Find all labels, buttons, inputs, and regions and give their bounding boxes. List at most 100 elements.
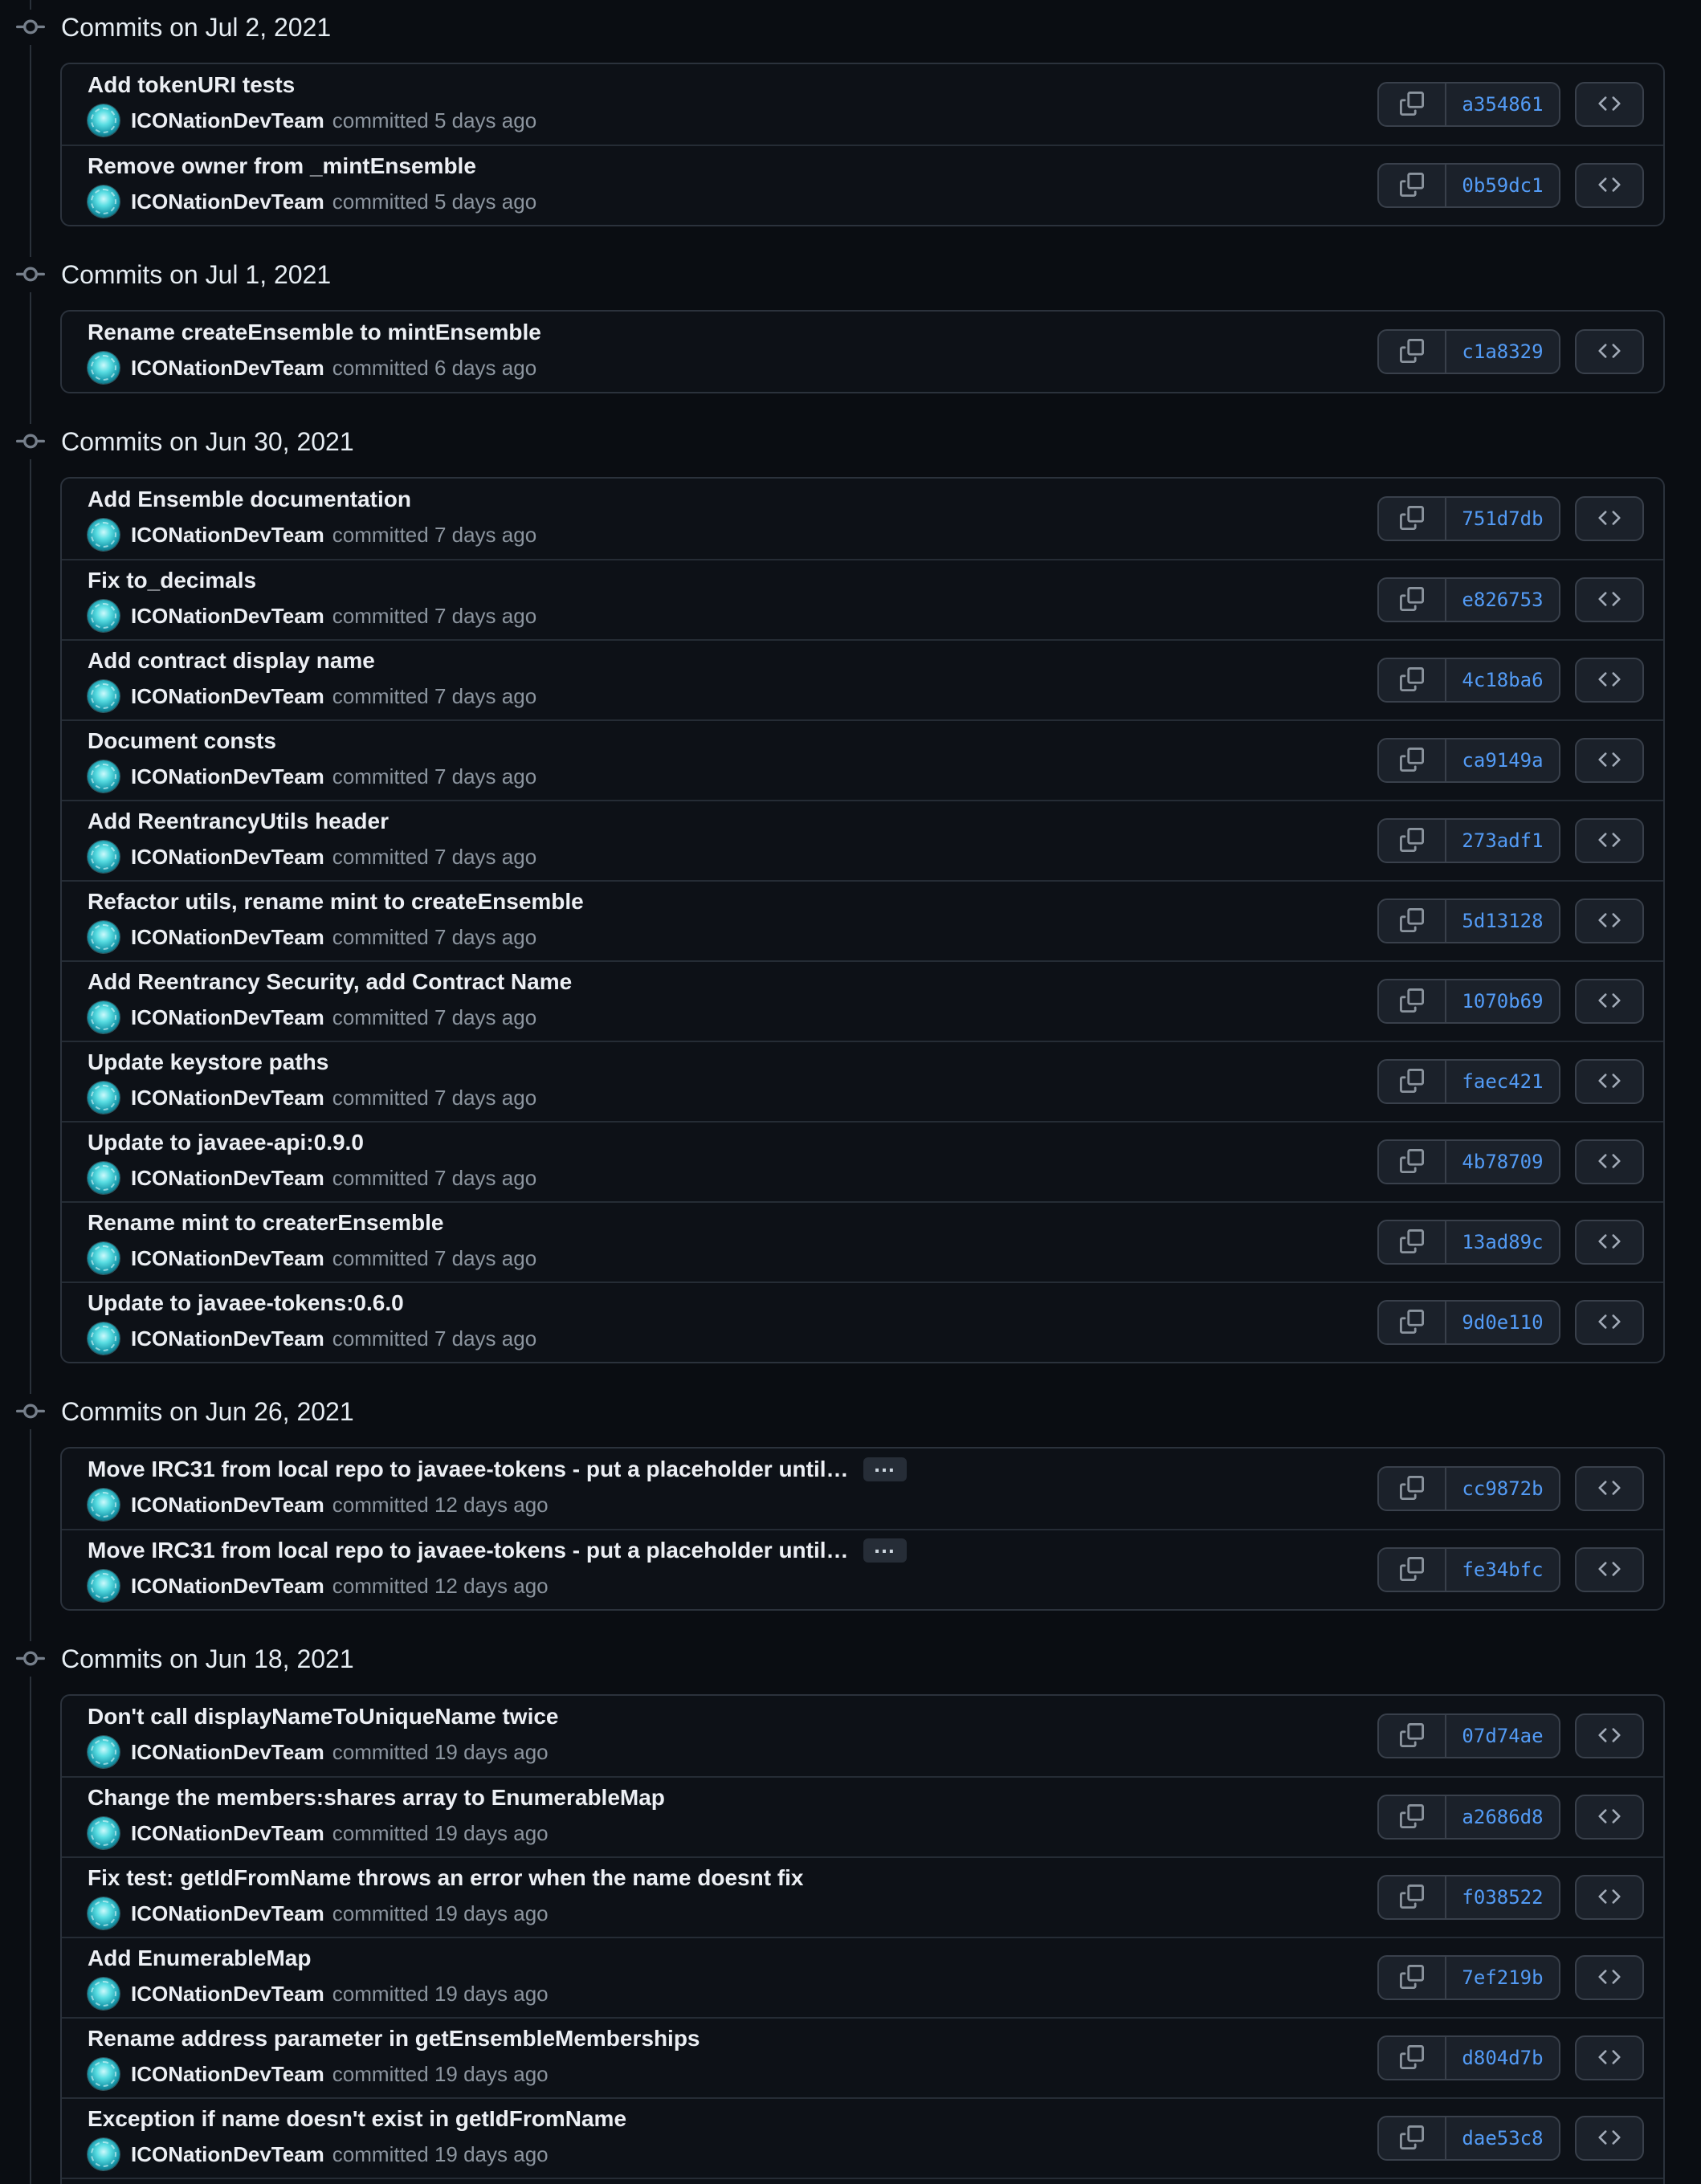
- commit-sha-link[interactable]: a354861: [1462, 93, 1544, 116]
- author-avatar[interactable]: [88, 921, 120, 953]
- commit-sha-link[interactable]: 1070b69: [1462, 990, 1544, 1013]
- commit-sha-link[interactable]: 4c18ba6: [1462, 669, 1544, 691]
- copy-sha-button[interactable]: [1379, 1715, 1446, 1757]
- commit-sha-link[interactable]: 13ad89c: [1462, 1231, 1544, 1253]
- browse-code-button[interactable]: [1575, 1139, 1644, 1184]
- commit-sha-link[interactable]: 5d13128: [1462, 910, 1544, 932]
- commit-sha-link[interactable]: faec421: [1462, 1070, 1544, 1093]
- author-avatar[interactable]: [88, 1001, 120, 1033]
- commit-author[interactable]: ICONationDevTeam: [131, 603, 324, 628]
- copy-sha-button[interactable]: [1379, 1876, 1446, 1918]
- commit-message-expander-button[interactable]: …: [863, 1453, 907, 1481]
- commit-sha-link[interactable]: 07d74ae: [1462, 1725, 1544, 1747]
- commit-title-link[interactable]: Add Reentrancy Security, add Contract Na…: [88, 969, 573, 994]
- commit-title-link[interactable]: Add EnumerableMap: [88, 1946, 312, 1970]
- browse-code-button[interactable]: [1575, 163, 1644, 208]
- browse-code-button[interactable]: [1575, 818, 1644, 863]
- author-avatar[interactable]: [88, 1817, 120, 1849]
- author-avatar[interactable]: [88, 760, 120, 793]
- copy-sha-button[interactable]: [1379, 579, 1446, 621]
- browse-code-button[interactable]: [1575, 1466, 1644, 1511]
- copy-sha-button[interactable]: [1379, 2037, 1446, 2079]
- commit-title-link[interactable]: Remove owner from _mintEnsemble: [88, 153, 476, 178]
- browse-code-button[interactable]: [1575, 1713, 1644, 1758]
- commit-title-link[interactable]: Update keystore paths: [88, 1049, 329, 1074]
- browse-code-button[interactable]: [1575, 496, 1644, 541]
- commit-sha-link[interactable]: f038522: [1462, 1886, 1544, 1909]
- copy-sha-button[interactable]: [1379, 820, 1446, 862]
- author-avatar[interactable]: [88, 519, 120, 551]
- commit-sha-link[interactable]: ca9149a: [1462, 749, 1544, 772]
- author-avatar[interactable]: [88, 1322, 120, 1355]
- commit-author[interactable]: ICONationDevTeam: [131, 189, 324, 214]
- browse-code-button[interactable]: [1575, 1955, 1644, 2000]
- commit-title-link[interactable]: Document consts: [88, 728, 276, 753]
- author-avatar[interactable]: [88, 2138, 120, 2170]
- author-avatar[interactable]: [88, 352, 120, 384]
- commit-title-link[interactable]: Rename mint to createrEnsemble: [88, 1210, 444, 1235]
- commit-sha-link[interactable]: a2686d8: [1462, 1806, 1544, 1828]
- commit-title-link[interactable]: Refactor utils, rename mint to createEns…: [88, 889, 584, 914]
- copy-sha-button[interactable]: [1379, 1796, 1446, 1838]
- browse-code-button[interactable]: [1575, 979, 1644, 1024]
- browse-code-button[interactable]: [1575, 1795, 1644, 1840]
- copy-sha-button[interactable]: [1379, 331, 1446, 373]
- commit-author[interactable]: ICONationDevTeam: [131, 1739, 324, 1764]
- commit-author[interactable]: ICONationDevTeam: [131, 2061, 324, 2086]
- commit-sha-link[interactable]: c1a8329: [1462, 340, 1544, 363]
- commit-author[interactable]: ICONationDevTeam: [131, 683, 324, 708]
- commit-author[interactable]: ICONationDevTeam: [131, 355, 324, 380]
- commit-sha-link[interactable]: fe34bfc: [1462, 1559, 1544, 1581]
- copy-sha-button[interactable]: [1379, 2117, 1446, 2159]
- author-avatar[interactable]: [88, 1162, 120, 1194]
- commit-author[interactable]: ICONationDevTeam: [131, 1573, 324, 1598]
- commit-author[interactable]: ICONationDevTeam: [131, 1981, 324, 2006]
- commit-message-expander-button[interactable]: …: [863, 1534, 907, 1563]
- copy-sha-button[interactable]: [1379, 1061, 1446, 1102]
- commit-author[interactable]: ICONationDevTeam: [131, 522, 324, 547]
- commit-author[interactable]: ICONationDevTeam: [131, 1820, 324, 1845]
- author-avatar[interactable]: [88, 104, 120, 136]
- commit-sha-link[interactable]: 4b78709: [1462, 1151, 1544, 1173]
- commit-title-link[interactable]: Update to javaee-tokens:0.6.0: [88, 1290, 404, 1315]
- copy-sha-button[interactable]: [1379, 165, 1446, 206]
- commit-author[interactable]: ICONationDevTeam: [131, 108, 324, 132]
- author-avatar[interactable]: [88, 680, 120, 712]
- commit-author[interactable]: ICONationDevTeam: [131, 924, 324, 949]
- author-avatar[interactable]: [88, 1570, 120, 1602]
- copy-sha-button[interactable]: [1379, 1141, 1446, 1183]
- browse-code-button[interactable]: [1575, 898, 1644, 943]
- commit-author[interactable]: ICONationDevTeam: [131, 844, 324, 869]
- copy-sha-button[interactable]: [1379, 1302, 1446, 1343]
- commit-sha-link[interactable]: dae53c8: [1462, 2127, 1544, 2149]
- copy-sha-button[interactable]: [1379, 1549, 1446, 1591]
- author-avatar[interactable]: [88, 2058, 120, 2090]
- browse-code-button[interactable]: [1575, 738, 1644, 783]
- author-avatar[interactable]: [88, 185, 120, 218]
- commit-author[interactable]: ICONationDevTeam: [131, 1085, 324, 1110]
- commit-author[interactable]: ICONationDevTeam: [131, 1165, 324, 1190]
- browse-code-button[interactable]: [1575, 658, 1644, 703]
- commit-sha-link[interactable]: d804d7b: [1462, 2047, 1544, 2069]
- commit-author[interactable]: ICONationDevTeam: [131, 1901, 324, 1925]
- commit-title-link[interactable]: Move IRC31 from local repo to javaee-tok…: [88, 1457, 849, 1481]
- commit-sha-link[interactable]: 273adf1: [1462, 829, 1544, 852]
- commit-title-link[interactable]: Don't call displayNameToUniqueName twice: [88, 1704, 559, 1729]
- commit-sha-link[interactable]: e826753: [1462, 589, 1544, 611]
- browse-code-button[interactable]: [1575, 329, 1644, 374]
- commit-title-link[interactable]: Rename createEnsemble to mintEnsemble: [88, 320, 541, 344]
- commit-title-link[interactable]: Fix to_decimals: [88, 568, 257, 593]
- commit-author[interactable]: ICONationDevTeam: [131, 1326, 324, 1351]
- author-avatar[interactable]: [88, 600, 120, 632]
- copy-sha-button[interactable]: [1379, 900, 1446, 942]
- copy-sha-button[interactable]: [1379, 740, 1446, 781]
- browse-code-button[interactable]: [1575, 1875, 1644, 1920]
- commit-sha-link[interactable]: 9d0e110: [1462, 1311, 1544, 1334]
- author-avatar[interactable]: [88, 841, 120, 873]
- author-avatar[interactable]: [88, 1978, 120, 2010]
- copy-sha-button[interactable]: [1379, 1221, 1446, 1263]
- copy-sha-button[interactable]: [1379, 980, 1446, 1022]
- author-avatar[interactable]: [88, 1489, 120, 1521]
- author-avatar[interactable]: [88, 1897, 120, 1929]
- author-avatar[interactable]: [88, 1242, 120, 1274]
